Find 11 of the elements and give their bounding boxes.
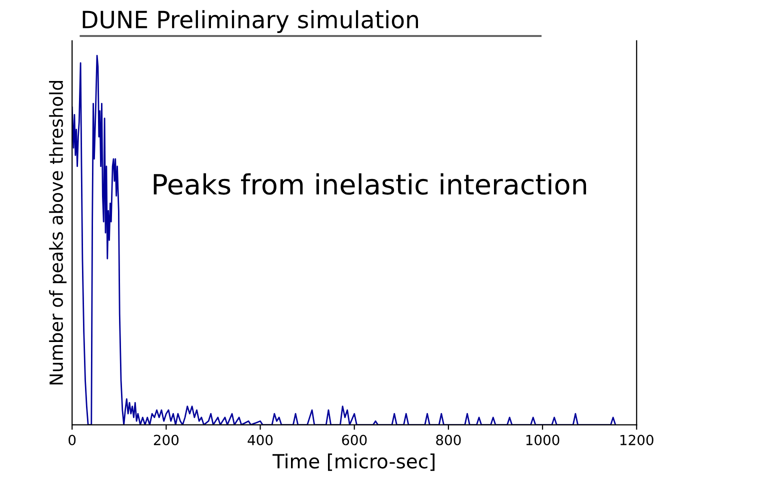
- x-tick-label: 400: [248, 434, 273, 446]
- x-tick-label: 800: [436, 434, 461, 446]
- chart-title: DUNE Preliminary simulation: [82, 10, 418, 34]
- y-axis-title: Number of peaks above threshold: [49, 81, 67, 384]
- x-tick-label: 200: [154, 434, 179, 446]
- x-tick-label: 600: [342, 434, 367, 446]
- x-tick-label: 1000: [526, 434, 560, 446]
- x-tick-label: 0: [68, 434, 76, 446]
- x-tick-label: 1200: [620, 434, 654, 446]
- x-axis-title: Time [micro-sec]: [272, 454, 434, 471]
- annotation: Peaks from inelastic interaction: [154, 173, 586, 195]
